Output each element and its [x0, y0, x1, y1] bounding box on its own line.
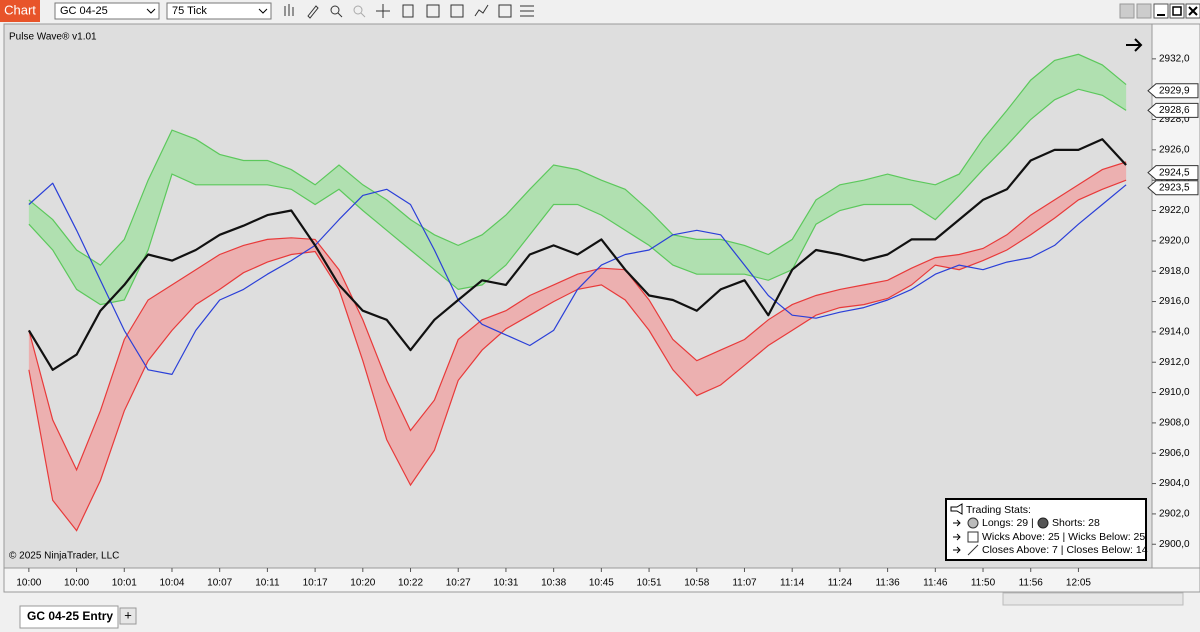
y-tick-label: 2920,0 — [1159, 236, 1190, 247]
y-tick-label: 2928,0 — [1159, 114, 1190, 125]
tab-label: GC 04-25 Entry — [27, 609, 113, 623]
x-tick-label: 11:07 — [732, 578, 757, 589]
price-marker — [1147, 180, 1199, 196]
price-marker — [1147, 165, 1199, 181]
x-tick-label: 10:20 — [350, 578, 375, 589]
stats-title: Trading Stats: — [966, 504, 1031, 516]
interval-select[interactable] — [166, 2, 272, 20]
x-tick-label: 10:07 — [207, 578, 232, 589]
price-marker-label: 2929,9 — [1159, 85, 1190, 96]
y-tick-label: 2922,0 — [1159, 205, 1190, 216]
band-upper — [28, 53, 1127, 266]
y-tick-label: 2906,0 — [1159, 448, 1190, 459]
x-tick-label: 11:14 — [780, 578, 805, 589]
stats-closes: Closes Above: 7 | Closes Below: 14 — [982, 544, 1148, 556]
add-tab[interactable] — [119, 607, 137, 625]
dropdown-arrow — [258, 8, 268, 14]
stats-icons — [950, 503, 1049, 556]
toolbar-icons[interactable] — [284, 4, 534, 19]
x-tick-label: 10:58 — [684, 578, 709, 589]
x-tick-label: 11:46 — [923, 578, 948, 589]
instrument-text: GC 04-25 — [60, 5, 108, 17]
x-tick-label: 10:27 — [446, 578, 471, 589]
y-tick-label: 2926,0 — [1159, 145, 1190, 156]
x-tick-label: 10:51 — [637, 578, 662, 589]
x-tick-label: 11:56 — [1019, 578, 1044, 589]
band-upper — [28, 161, 1127, 472]
band-fill — [28, 54, 1127, 305]
x-tick-label: 11:24 — [828, 578, 853, 589]
window-buttons[interactable] — [1119, 3, 1200, 19]
x-tick-label: 10:17 — [303, 578, 328, 589]
y-tick-label: 2912,0 — [1159, 357, 1190, 368]
tab[interactable] — [19, 605, 119, 629]
x-tick-label: 10:00 — [16, 578, 41, 589]
stats-longs: Longs: 29 | — [982, 517, 1034, 529]
stats-wicks: Wicks Above: 25 | Wicks Below: 25 — [982, 531, 1145, 543]
y-tick-label: 2904,0 — [1159, 478, 1190, 489]
price-marker-label: 2924,5 — [1159, 167, 1190, 178]
y-tick-label: 2900,0 — [1159, 539, 1190, 550]
x-tick-label: 11:50 — [971, 578, 996, 589]
y-tick-label: 2910,0 — [1159, 387, 1190, 398]
x-tick-label: 10:01 — [112, 578, 137, 589]
toolbar — [0, 0, 1200, 22]
y-tick-label: 2914,0 — [1159, 327, 1190, 338]
time-axis — [3, 567, 1200, 593]
y-tick-label: 2916,0 — [1159, 296, 1190, 307]
x-tick-label: 10:45 — [589, 578, 614, 589]
indicator-label: Pulse Wave® v1.01 — [9, 32, 97, 43]
add-tab-label: + — [124, 607, 132, 622]
chart-title: Chart — [4, 2, 36, 17]
plot-layer — [27, 53, 1127, 532]
scroll-end-arrow[interactable] — [1126, 38, 1143, 52]
y-tick-label: 2932,0 — [1159, 53, 1190, 64]
chart-button[interactable] — [0, 0, 40, 22]
scrollbar[interactable] — [1002, 592, 1184, 606]
x-tick-label: 10:11 — [255, 578, 280, 589]
series-line — [28, 182, 1127, 375]
interval-text: 75 Tick — [172, 5, 207, 17]
x-tick-label: 10:22 — [398, 578, 423, 589]
dropdown-arrow — [146, 8, 156, 14]
y-tick-label: 2918,0 — [1159, 266, 1190, 277]
y-tick-label: 2908,0 — [1159, 418, 1190, 429]
stats-box — [945, 498, 1147, 561]
copyright: © 2025 NinjaTrader, LLC — [9, 551, 119, 562]
instrument-select[interactable] — [54, 2, 160, 20]
stats-shorts: Shorts: 28 — [1052, 517, 1100, 529]
x-tick-label: 12:05 — [1066, 578, 1091, 589]
price-marker-label: 2923,5 — [1159, 182, 1190, 193]
tab-bar — [0, 606, 1200, 632]
price-marker-label: 2928,6 — [1159, 105, 1190, 116]
x-tick-label: 10:31 — [493, 578, 518, 589]
band-lower — [28, 88, 1127, 306]
x-tick-label: 10:04 — [159, 578, 184, 589]
y-tick-label: 2902,0 — [1159, 509, 1190, 520]
series-line — [27, 138, 1127, 371]
x-tick-label: 11:36 — [875, 578, 900, 589]
price-marker — [1147, 83, 1199, 99]
x-tick-label: 10:38 — [541, 578, 566, 589]
x-tick-label: 10:00 — [64, 578, 89, 589]
price-marker — [1147, 102, 1199, 118]
